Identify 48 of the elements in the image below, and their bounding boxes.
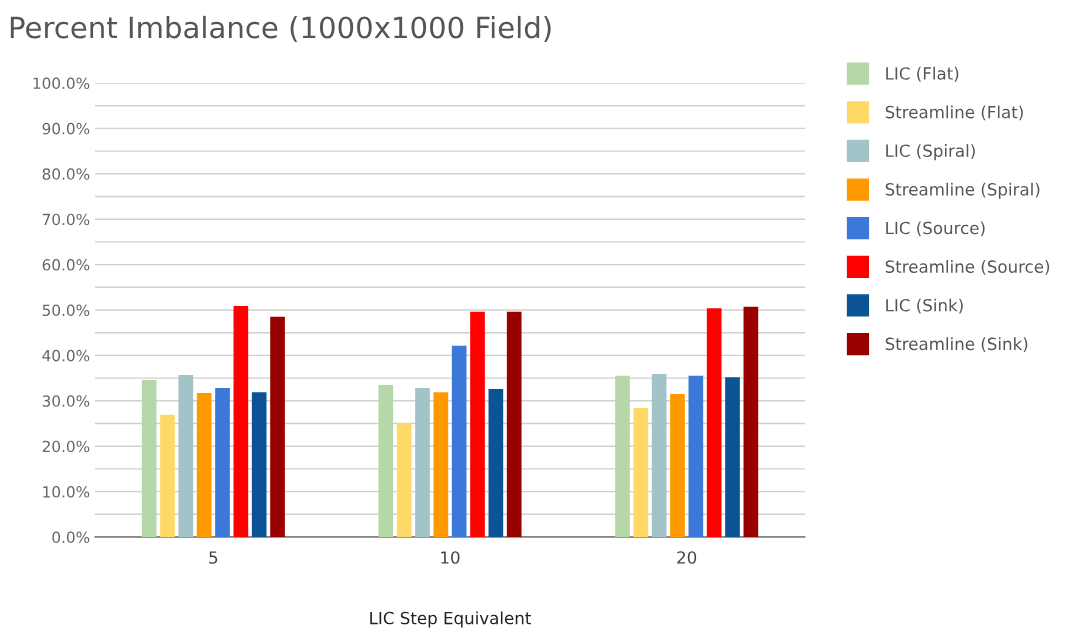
legend-label: LIC (Source) [886, 221, 985, 237]
y-tick-label: 20.0% [42, 440, 90, 453]
y-tick-label: 100.0% [33, 77, 90, 90]
legend-label: LIC (Flat) [886, 66, 959, 82]
bar [415, 388, 430, 537]
chart-title: Percent Imbalance (1000x1000 Field) [10, 15, 551, 42]
legend-label: LIC (Sink) [886, 298, 963, 314]
bar [178, 374, 194, 537]
y-tick-label: 70.0% [42, 213, 90, 226]
bar [396, 423, 412, 537]
y-tick-label: 60.0% [42, 259, 90, 271]
legend-label: Streamline (Spiral) [885, 182, 1040, 199]
bar [743, 306, 759, 537]
bar [651, 374, 667, 537]
bar [470, 311, 485, 537]
y-tick-label: 0.0% [52, 531, 90, 544]
bar [233, 305, 249, 537]
x-tick-label: 20 [677, 551, 697, 564]
bar [378, 384, 394, 537]
legend-label: Streamline (Sink) [885, 337, 1028, 353]
bar [633, 408, 649, 537]
y-tick-label: 10.0% [43, 486, 90, 498]
bar [196, 393, 212, 537]
bar [433, 392, 449, 537]
legend-label: Streamline (Flat) [885, 105, 1023, 121]
bar [488, 389, 504, 537]
x-axis-title: LIC Step Equivalent [370, 611, 531, 628]
bar [451, 345, 467, 537]
bar [615, 375, 630, 537]
x-tick-label: 10 [441, 551, 460, 564]
legend-label: LIC (Spiral) [886, 144, 975, 161]
bar [506, 311, 522, 537]
bar [160, 414, 175, 537]
y-tick-label: 30.0% [42, 395, 90, 407]
y-tick-label: 90.0% [42, 122, 90, 135]
bar [706, 308, 722, 537]
bar [141, 379, 157, 537]
legend-label: Streamline (Source) [885, 260, 1050, 275]
y-tick-label: 50.0% [42, 304, 90, 317]
bar [270, 316, 285, 537]
bar [725, 377, 740, 537]
y-tick-label: 40.0% [42, 349, 90, 362]
bar [251, 392, 267, 537]
x-tick-label: 5 [209, 551, 218, 564]
y-tick-label: 80.0% [42, 168, 90, 180]
bar [670, 393, 685, 537]
bar [215, 388, 230, 537]
bar [688, 375, 704, 537]
